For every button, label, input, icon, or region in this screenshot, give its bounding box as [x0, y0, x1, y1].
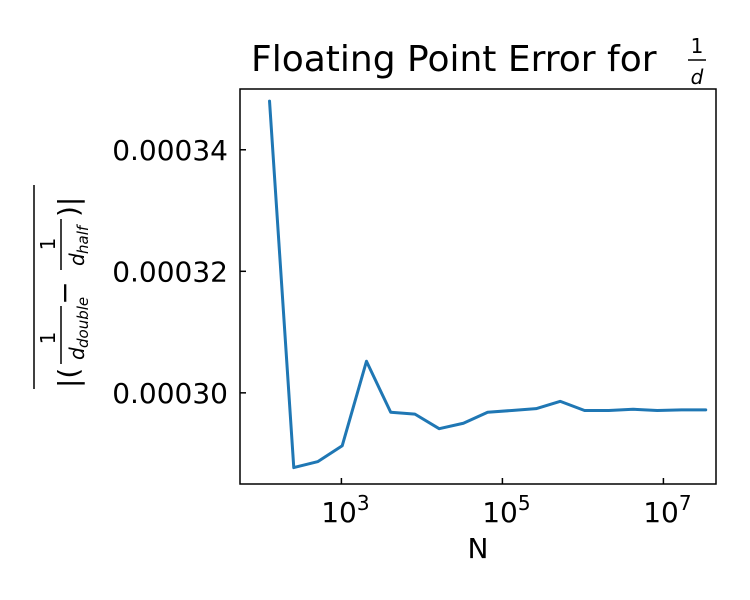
y-tick-label: 0.00034 — [112, 134, 228, 167]
x-tick-exponent: 3 — [357, 491, 370, 515]
x-axis-label: N — [468, 532, 489, 565]
y-label-right-subscript: half — [74, 223, 92, 254]
y-label-minus: − — [48, 281, 81, 304]
chart-title-group: Floating Point Error for 1 d — [251, 34, 706, 89]
y-label-left-subscript: double — [74, 297, 92, 348]
data-points — [269, 101, 706, 468]
x-tick-label: 107 — [643, 491, 691, 529]
y-label-prefix: |( — [52, 368, 85, 388]
y-label-left-denominator: d — [65, 347, 89, 360]
y-label-right-denominator: d — [65, 253, 89, 266]
y-tick-label: 0.00032 — [112, 255, 228, 288]
title-fraction-numerator: 1 — [691, 34, 704, 58]
y-tick-label: 0.00030 — [112, 377, 228, 410]
y-label-left-numerator: 1 — [36, 332, 60, 345]
title-fraction-denominator: d — [691, 65, 704, 89]
y-axis-label: |( 1 d double − 1 d half )| — [33, 185, 92, 389]
x-tick-label: 103 — [321, 491, 369, 529]
x-tick-label: 105 — [482, 491, 530, 529]
y-label-right-numerator: 1 — [36, 238, 60, 251]
plot-area — [239, 88, 717, 485]
chart-title: Floating Point Error for — [251, 39, 657, 80]
series-line — [268, 99, 708, 470]
y-label-suffix: )| — [52, 197, 85, 217]
x-tick-exponent: 5 — [518, 491, 531, 515]
y-ticks: 0.00030 0.00032 0.00034 — [112, 134, 246, 410]
x-ticks: 103 105 107 — [321, 478, 692, 529]
x-tick-exponent: 7 — [679, 491, 692, 515]
